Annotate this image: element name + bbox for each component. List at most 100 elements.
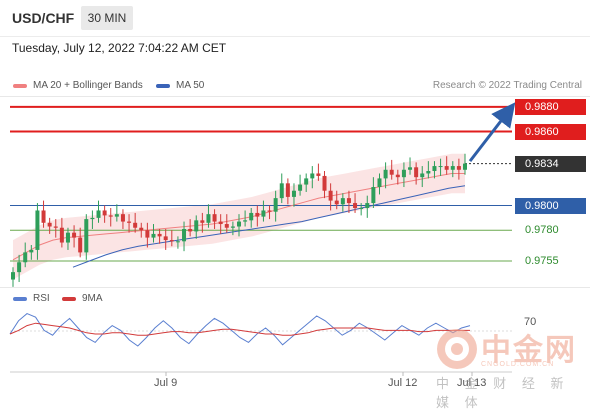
candle-body — [237, 221, 241, 227]
price-level-label-0.9860: 0.9860 — [515, 123, 586, 140]
rsi-level-label: 70 — [524, 316, 537, 328]
price-level-label-0.9780: 0.9780 — [525, 224, 559, 237]
candle-body — [261, 210, 266, 217]
candle-body — [84, 219, 89, 253]
candle-body — [298, 184, 303, 191]
candle-body — [35, 210, 40, 250]
candle-body — [65, 232, 70, 243]
ma20-legend-swatch — [13, 84, 27, 88]
candle-body — [230, 226, 235, 228]
symbol-label: USD/CHF — [12, 10, 75, 26]
date-line: Tuesday, July 12, 2022 7:04:22 AM CET — [12, 41, 227, 55]
price-level-label-0.9800: 0.9800 — [515, 197, 586, 214]
candle-body — [267, 210, 272, 212]
candle-body — [212, 214, 217, 222]
candle-body — [133, 222, 138, 228]
candle-body — [377, 178, 382, 188]
candle-body — [127, 221, 132, 223]
candle-body — [426, 171, 431, 174]
candle-body — [72, 232, 77, 238]
candle-body — [444, 166, 449, 170]
ma50-legend-label: MA 50 — [176, 80, 205, 91]
candle-body — [304, 178, 309, 185]
ma50-line — [72, 185, 466, 268]
timeframe-button[interactable]: 30 MIN — [81, 6, 133, 30]
candle-body — [90, 217, 95, 220]
candle-body — [23, 252, 28, 263]
candle-body — [255, 212, 260, 217]
price-level-label-0.9880: 0.9880 — [515, 98, 586, 115]
candle-body — [182, 228, 187, 242]
candle-body — [194, 220, 199, 232]
candle-body — [151, 233, 156, 238]
candle-body — [310, 173, 315, 179]
candle-body — [279, 183, 284, 199]
candle-body — [291, 190, 296, 197]
candle-body — [414, 167, 419, 178]
watermark-brand: 中金网 — [481, 334, 577, 367]
watermark: 中金网 CNGOLD.COM.CN 中 金 财 经 新 媒 体 — [433, 325, 583, 410]
candle-body — [334, 200, 339, 205]
candle-body — [243, 220, 248, 222]
divider-top — [0, 96, 590, 97]
price-level-label-0.9755: 0.9755 — [525, 255, 559, 268]
candle-body — [41, 210, 46, 223]
credit-text: Research © 2022 Trading Central — [432, 80, 582, 91]
watermark-sub: 中 金 财 经 新 媒 体 — [436, 376, 570, 410]
candle-body — [78, 237, 83, 253]
candle-body — [438, 166, 443, 168]
candle-body — [11, 272, 15, 280]
divider-rsi — [0, 287, 590, 288]
x-label-jul13: Jul 13 — [457, 377, 487, 389]
price-level-label-0.9834: 0.9834 — [515, 155, 586, 172]
candle-body — [450, 166, 455, 170]
rsi-ma-line — [9, 322, 470, 336]
candle-body — [157, 233, 162, 237]
candle-body — [389, 169, 394, 175]
candle-body — [188, 228, 193, 232]
candle-body — [145, 230, 150, 238]
watermark-site: CNGOLD.COM.CN — [481, 361, 555, 368]
candle-body — [359, 208, 364, 209]
candle-body — [29, 249, 34, 253]
rsi-legend-label: RSI — [33, 293, 50, 304]
rsi-legend-swatch — [13, 297, 27, 301]
candle-body — [47, 222, 52, 227]
candle-body — [273, 198, 278, 212]
rsi-ma-legend-swatch — [62, 297, 76, 301]
candle-body — [200, 220, 205, 223]
rsi-line — [9, 313, 471, 347]
candle-body — [408, 167, 413, 170]
ma50-legend-swatch — [156, 84, 170, 88]
price-chart — [9, 102, 516, 376]
candle-body — [285, 183, 290, 197]
candle-body — [175, 241, 180, 243]
candle-body — [114, 214, 119, 217]
candle-body — [17, 262, 22, 273]
forecast-arrow — [468, 102, 516, 163]
watermark-logo-icon — [437, 329, 477, 369]
candle-body — [59, 227, 64, 243]
candle-body — [340, 198, 345, 205]
candle-body — [365, 203, 370, 208]
candle-body — [395, 174, 400, 178]
candle-body — [346, 198, 351, 204]
candle-body — [383, 169, 388, 179]
candle-body — [102, 210, 107, 216]
candle-body — [96, 210, 101, 218]
x-label-jul9: Jul 9 — [154, 377, 178, 389]
candle-body — [53, 226, 58, 228]
candle-body — [218, 221, 223, 225]
candle-body — [249, 212, 254, 221]
candle-body — [328, 190, 333, 201]
x-label-jul12: Jul 12 — [388, 377, 418, 389]
candle-body — [420, 173, 425, 178]
candle-body — [432, 166, 437, 171]
ma20-legend-label: MA 20 + Bollinger Bands — [33, 80, 143, 91]
candle-body — [316, 173, 321, 176]
candle-body — [169, 240, 174, 242]
candle-body — [456, 166, 461, 170]
candle-body — [322, 175, 327, 191]
chart-header: USD/CHF 30 MIN — [0, 0, 590, 37]
candle-body — [163, 236, 168, 241]
